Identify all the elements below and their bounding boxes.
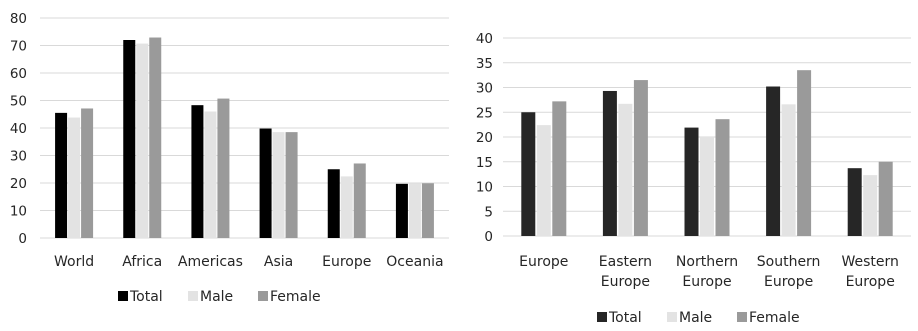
bar-female: [421, 183, 434, 238]
bar-total: [259, 128, 272, 238]
chart-world-regions: 0 10 20 30 40 50 60 70 80 World Africa Americas Asia…: [10, 11, 449, 305]
bar-male: [781, 104, 796, 236]
category-label: Africa: [122, 254, 162, 270]
bar-female: [285, 132, 298, 238]
y-tick-label: 20: [10, 176, 27, 192]
y-tick-label: 10: [476, 180, 493, 196]
legend-swatch: [597, 312, 607, 322]
y-tick-label: 40: [10, 121, 27, 137]
y-tick-label: 20: [476, 130, 493, 146]
category-label: World: [54, 254, 94, 270]
bar-total: [395, 183, 408, 238]
category-label: Europe: [519, 254, 568, 270]
y-tick-label: 30: [10, 149, 27, 165]
bar-female: [633, 80, 648, 236]
legend-label: Male: [679, 310, 712, 326]
bar-total: [847, 168, 862, 236]
category-label: Europe: [764, 274, 813, 290]
bar-female: [81, 108, 94, 238]
category-label: Europe: [846, 274, 895, 290]
bar-male: [536, 125, 551, 236]
legend-swatch: [667, 312, 677, 322]
category-label: Oceania: [386, 254, 443, 270]
legend-label: Female: [270, 289, 321, 305]
legend-swatch: [258, 291, 268, 301]
bar-male: [618, 103, 633, 237]
legend-label: Total: [129, 289, 163, 305]
y-tick-label: 35: [476, 56, 493, 72]
category-label: Southern: [757, 254, 821, 270]
category-label: Asia: [264, 254, 293, 270]
bar-female: [353, 163, 366, 238]
bar-male: [136, 43, 149, 239]
category-label: Europe: [601, 274, 650, 290]
legend-swatch: [737, 312, 747, 322]
legend-label: Total: [608, 310, 642, 326]
bar-total: [684, 127, 699, 236]
bar-male: [408, 183, 421, 238]
y-tick-label: 15: [476, 155, 493, 171]
y-tick-label: 60: [10, 66, 27, 82]
bar-female: [797, 70, 812, 236]
bar-total: [55, 112, 68, 238]
y-tick-label: 5: [484, 204, 493, 220]
y-tick-label: 40: [476, 31, 493, 47]
bar-total: [602, 90, 617, 236]
bar-total: [123, 40, 136, 238]
bar-female: [217, 98, 230, 238]
bar-female: [715, 119, 730, 236]
y-tick-label: 25: [476, 105, 493, 121]
bar-male: [272, 132, 285, 238]
y-tick-label: 10: [10, 204, 27, 220]
bar-total: [766, 86, 781, 236]
chart-europe-subregions: 0 5 10 15 20 25 30 35 40 Europe Eastern Europe North…: [476, 31, 911, 326]
y-tick-label: 30: [476, 81, 493, 97]
bar-female: [149, 37, 162, 239]
bar-male: [204, 111, 217, 238]
bar-female: [878, 161, 893, 236]
category-label: Northern: [676, 254, 738, 270]
y-tick-label: 50: [10, 94, 27, 110]
category-label: Europe: [682, 274, 731, 290]
bar-female: [552, 101, 567, 236]
bar-total: [327, 169, 340, 238]
category-label: Americas: [178, 254, 243, 270]
legend-swatch: [118, 291, 128, 301]
legend-label: Male: [200, 289, 233, 305]
legend-label: Female: [749, 310, 800, 326]
y-tick-label: 80: [10, 11, 27, 27]
y-tick-label: 0: [18, 231, 27, 247]
legend-swatch: [188, 291, 198, 301]
y-tick-label: 70: [10, 39, 27, 55]
bar-male: [700, 137, 714, 236]
bar-male: [68, 117, 81, 238]
category-label: Europe: [322, 254, 371, 270]
y-tick-label: 0: [484, 229, 493, 245]
bar-male: [863, 175, 878, 236]
bar-male: [340, 176, 353, 238]
category-label: Western: [841, 254, 898, 270]
bar-total: [521, 112, 536, 236]
bar-total: [191, 105, 204, 238]
category-label: Eastern: [599, 254, 652, 270]
